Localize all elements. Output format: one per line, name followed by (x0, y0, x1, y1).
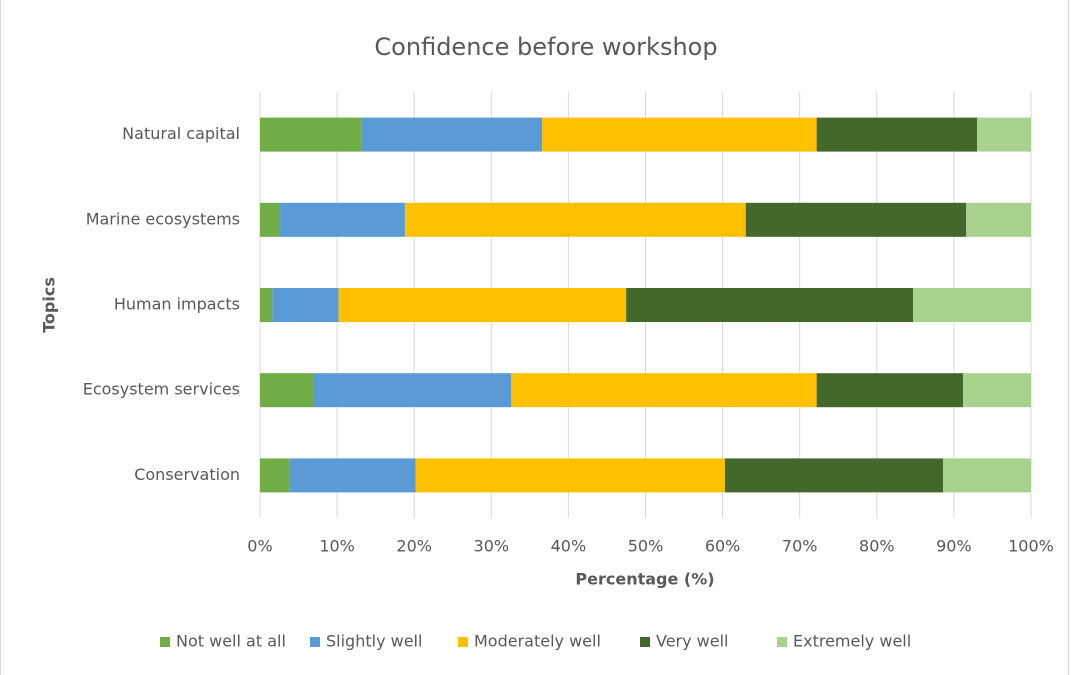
bar-segment (280, 202, 405, 237)
x-tick-label: 20% (396, 537, 432, 556)
chart-title: Confidence before workshop (374, 33, 717, 61)
legend-swatch (458, 637, 468, 647)
x-tick-label: 30% (474, 537, 510, 556)
bar-segment (260, 202, 281, 237)
x-tick-label: 70% (782, 537, 818, 556)
legend-swatch (160, 637, 170, 647)
y-tick-label: Conservation (134, 465, 240, 484)
bar-segment (943, 458, 1031, 493)
y-tick-label: Human impacts (114, 295, 240, 314)
legend-label: Moderately well (474, 632, 601, 651)
x-tick-label: 40% (551, 537, 587, 556)
y-axis-title: Topics (40, 277, 59, 333)
legend-label: Not well at all (176, 632, 286, 651)
bar-segment (289, 458, 416, 493)
y-tick-label: Marine ecosystems (86, 209, 240, 228)
bar-segment (966, 202, 1031, 237)
legend-swatch (777, 637, 787, 647)
legend-label: Very well (656, 632, 729, 651)
bar-segment (260, 458, 290, 493)
bar-segment (260, 117, 362, 152)
x-tick-label: 90% (936, 537, 972, 556)
bar-segment (745, 202, 967, 237)
bar-segment (724, 458, 944, 493)
bar-segment (260, 288, 273, 322)
bar-segment (260, 373, 314, 408)
x-tick-label: 60% (705, 537, 741, 556)
x-tick-label: 80% (859, 537, 895, 556)
x-tick-label: 50% (628, 537, 664, 556)
bar-segment (338, 288, 627, 322)
bar-segment (816, 117, 978, 152)
legend-label: Extremely well (793, 632, 911, 651)
bar-segment (542, 117, 817, 152)
legend-swatch (640, 637, 650, 647)
bar-segment (626, 288, 914, 322)
bar-segment (404, 202, 746, 237)
bar-segment (816, 373, 964, 408)
bar-segment (511, 373, 817, 408)
x-axis-title: Percentage (%) (575, 570, 714, 589)
y-tick-label: Ecosystem services (83, 380, 240, 399)
x-tick-label: 10% (319, 537, 355, 556)
x-tick-label: 0% (247, 537, 272, 556)
bar-segment (415, 458, 725, 493)
bar-segment (963, 373, 1031, 408)
bar-segment (313, 373, 512, 408)
legend-swatch (310, 637, 320, 647)
bar-segment (361, 117, 543, 152)
legend-label: Slightly well (326, 632, 422, 651)
bar-segment (977, 117, 1031, 152)
x-tick-label: 100% (1008, 537, 1054, 556)
y-tick-label: Natural capital (122, 124, 240, 143)
bar-segment (913, 288, 1031, 322)
bar-segment (272, 288, 339, 322)
